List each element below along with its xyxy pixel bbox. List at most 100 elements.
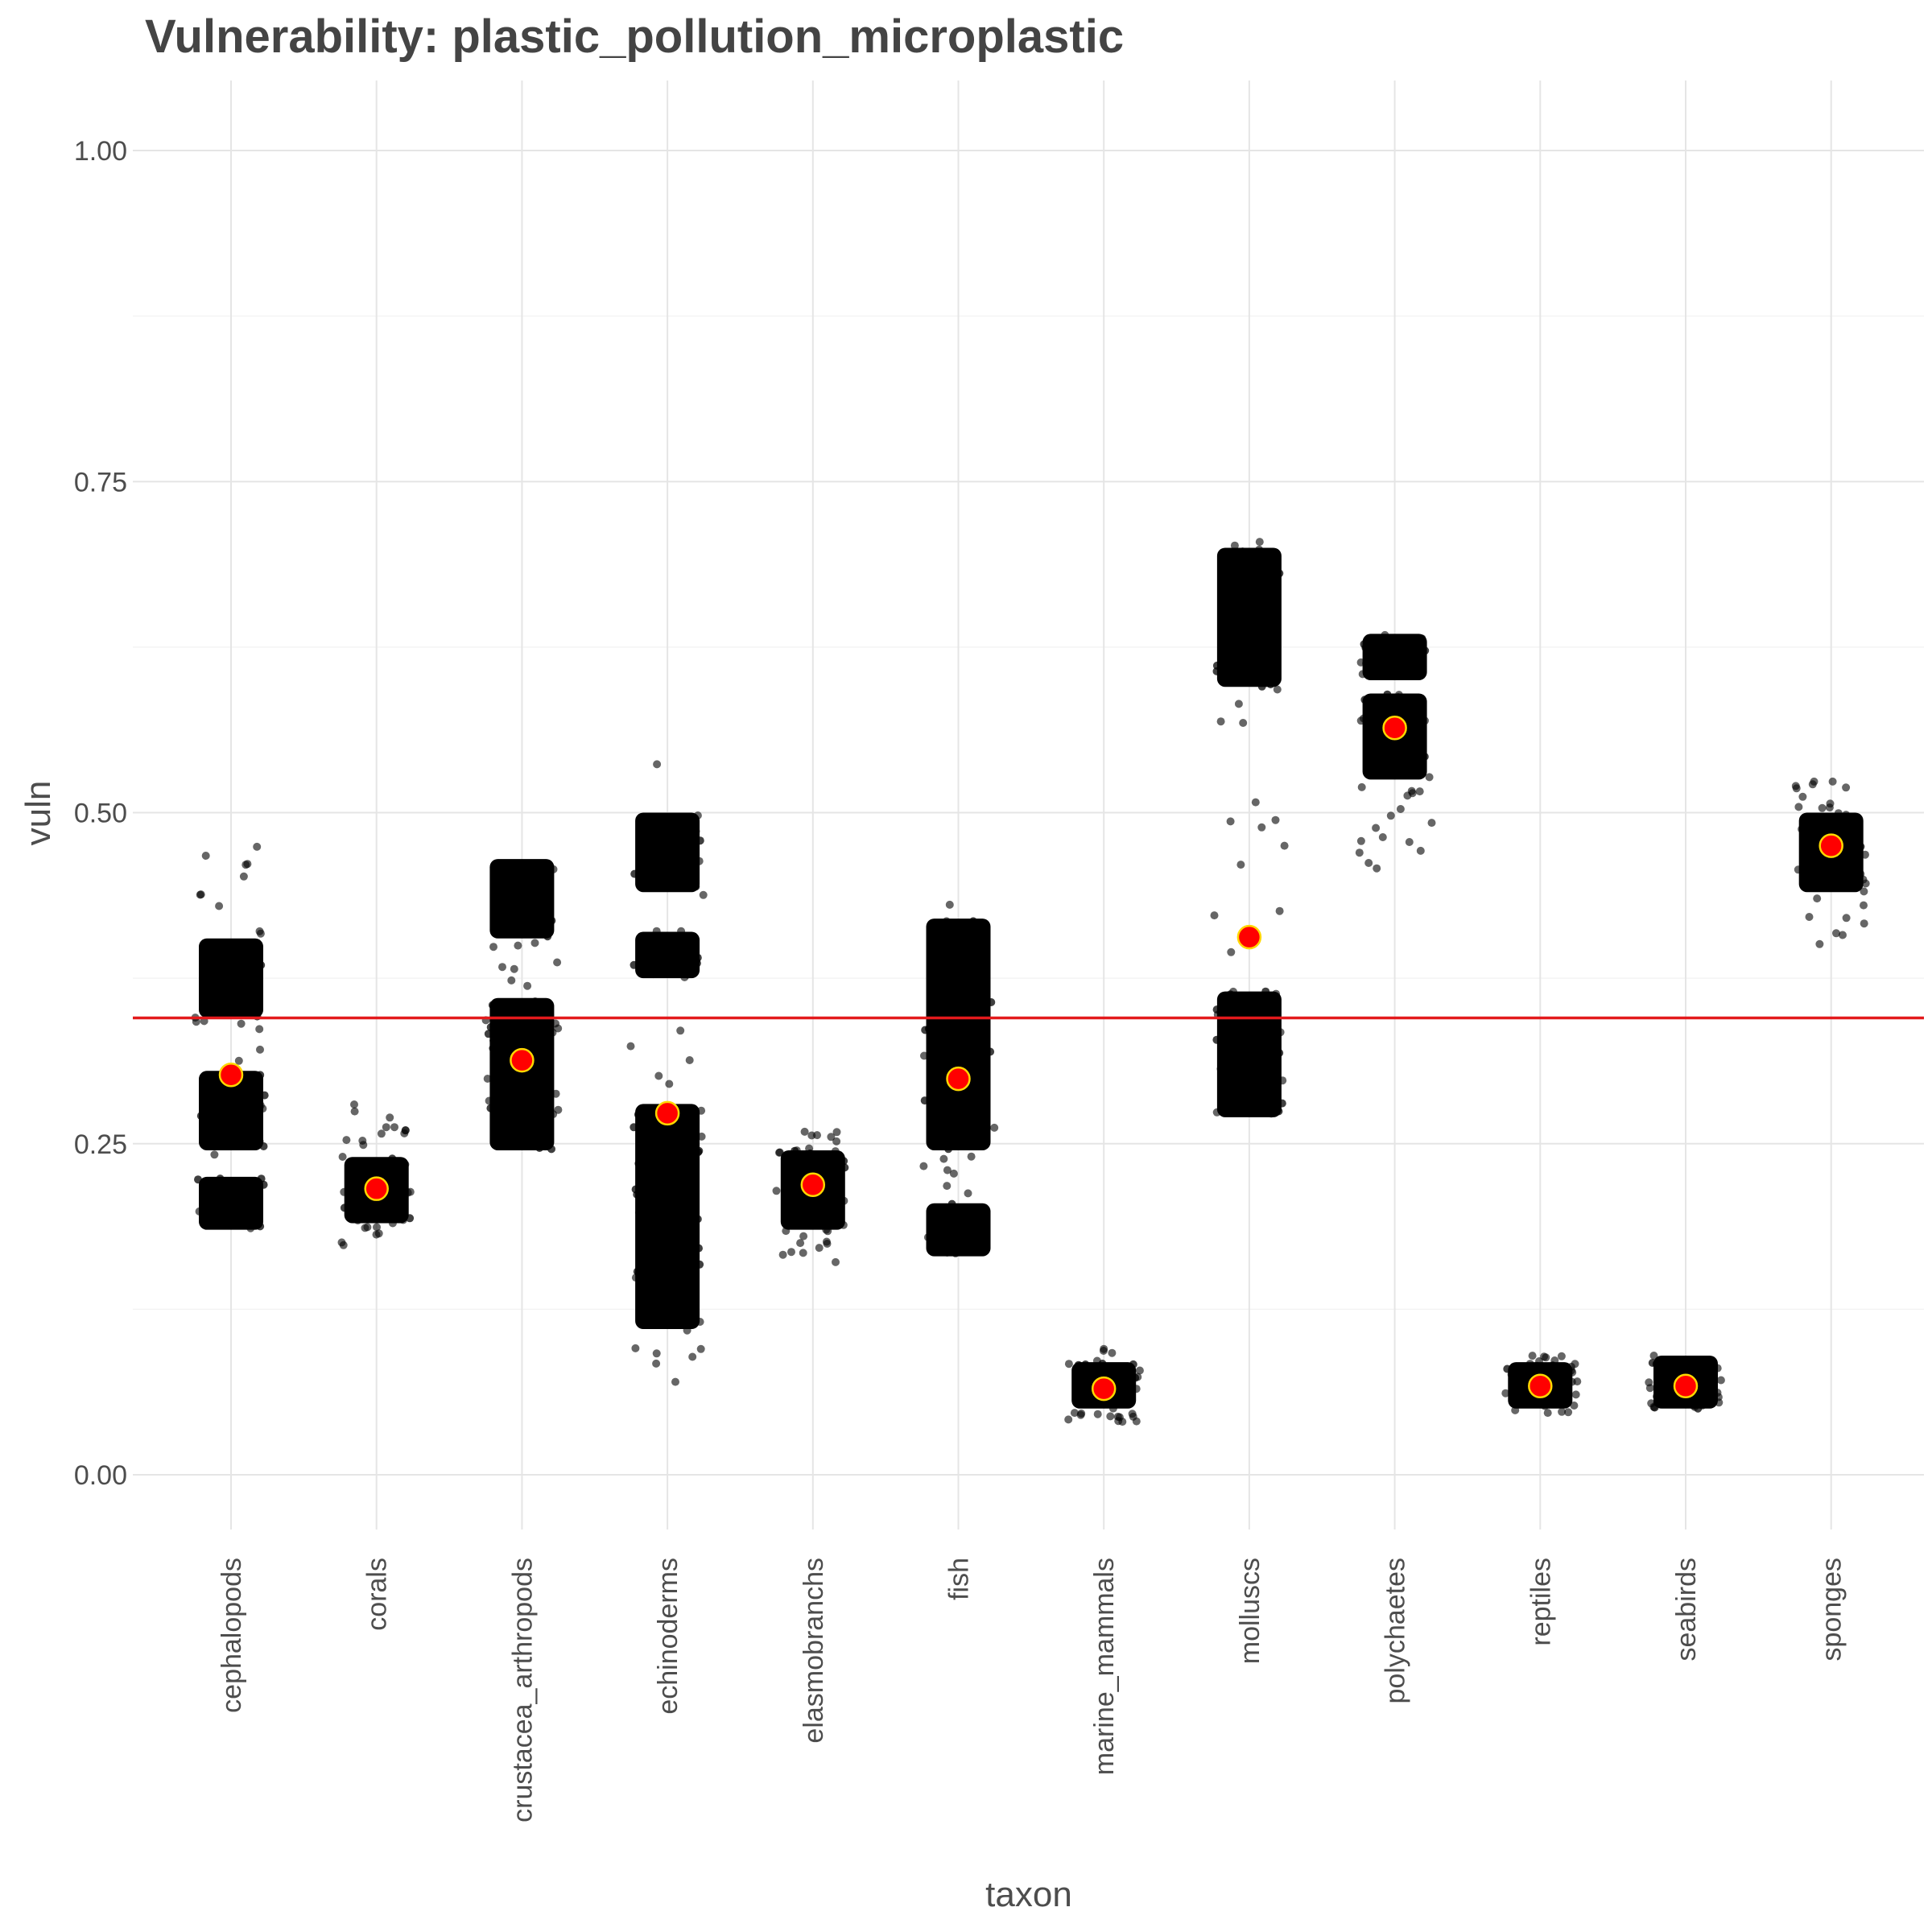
jitter-point <box>1367 652 1376 661</box>
jitter-point <box>1115 1398 1124 1406</box>
jitter-point <box>801 1208 810 1217</box>
jitter-point <box>827 1173 836 1181</box>
jitter-point <box>372 1230 381 1239</box>
jitter-point <box>1269 1097 1278 1106</box>
jitter-point <box>949 1090 958 1099</box>
jitter-point <box>353 1216 362 1224</box>
jitter-point <box>1360 696 1369 704</box>
jitter-point <box>1860 887 1868 896</box>
jitter-point <box>923 1233 932 1241</box>
jitter-point <box>788 1214 797 1223</box>
jitter-point <box>250 1088 259 1097</box>
jitter-point <box>1373 646 1381 654</box>
jitter-point <box>213 968 222 976</box>
jitter-point <box>1850 872 1859 881</box>
jitter-point <box>1386 811 1395 820</box>
jitter-point <box>695 1244 703 1253</box>
jitter-point <box>507 976 516 985</box>
jitter-point <box>496 866 505 875</box>
jitter-point <box>1860 919 1868 928</box>
jitter-point <box>257 1174 266 1183</box>
jitter-point <box>1410 658 1419 667</box>
jitter-point <box>1266 587 1275 596</box>
point-band <box>635 1104 700 1330</box>
jitter-point <box>783 1198 792 1207</box>
jitter-point <box>1261 987 1270 996</box>
jitter-point <box>1415 787 1424 796</box>
mean-point <box>218 1062 244 1088</box>
jitter-point <box>1813 894 1822 903</box>
jitter-point <box>637 865 645 873</box>
jitter-point <box>1671 1396 1679 1405</box>
jitter-point <box>647 936 656 945</box>
jitter-point <box>630 869 639 878</box>
jitter-point <box>1421 646 1430 655</box>
jitter-point <box>1218 587 1227 596</box>
jitter-point <box>651 1315 660 1324</box>
jitter-point <box>495 1034 504 1043</box>
jitter-point <box>200 1216 208 1225</box>
jitter-point <box>634 1110 642 1119</box>
jitter-point <box>220 957 229 966</box>
jitter-point <box>953 1233 962 1242</box>
jitter-point <box>1227 1001 1235 1010</box>
jitter-point <box>544 999 553 1008</box>
jitter-point <box>1276 1028 1285 1037</box>
jitter-point <box>1852 845 1860 854</box>
jitter-point <box>1257 682 1266 691</box>
jitter-point <box>1238 547 1247 556</box>
jitter-point <box>1384 706 1393 715</box>
jitter-point <box>369 1208 378 1216</box>
jitter-point <box>1257 1057 1265 1066</box>
jitter-point <box>1403 791 1412 800</box>
jitter-point <box>192 1018 200 1026</box>
jitter-point <box>232 940 241 949</box>
jitter-point <box>807 1159 815 1168</box>
jitter-point <box>224 1122 232 1131</box>
jitter-point <box>1843 836 1851 844</box>
jitter-point <box>543 867 551 876</box>
jitter-point <box>236 1205 245 1214</box>
jitter-point <box>968 1231 977 1240</box>
jitter-point <box>827 1133 836 1141</box>
jitter-point <box>1835 858 1843 867</box>
jitter-point <box>1125 1367 1133 1376</box>
jitter-point <box>1226 555 1235 564</box>
jitter-point <box>633 1267 642 1276</box>
jitter-point <box>515 1084 524 1092</box>
jitter-point <box>512 860 520 869</box>
jitter-point <box>388 1168 397 1177</box>
jitter-point <box>1236 1024 1245 1033</box>
jitter-point <box>694 1148 703 1157</box>
jitter-point <box>485 1096 493 1105</box>
jitter-point <box>670 883 679 892</box>
jitter-point <box>509 903 518 912</box>
jitter-point <box>687 1200 696 1208</box>
jitter-point <box>520 1006 529 1015</box>
jitter-point <box>350 1100 358 1108</box>
jitter-point <box>1356 716 1365 725</box>
jitter-point <box>1678 1359 1686 1368</box>
jitter-point <box>1269 1070 1278 1079</box>
jitter-point <box>1856 869 1865 878</box>
jitter-point <box>696 1260 704 1269</box>
jitter-point <box>934 1117 943 1125</box>
jitter-point <box>526 904 535 913</box>
jitter-point <box>1378 833 1387 841</box>
jitter-point <box>688 1352 697 1361</box>
jitter-point <box>248 1124 257 1133</box>
jitter-point <box>534 1063 543 1072</box>
jitter-point <box>1691 1363 1700 1372</box>
jitter-point <box>652 1349 661 1358</box>
jitter-point <box>939 1088 947 1097</box>
jitter-point <box>657 952 666 961</box>
jitter-point <box>1808 780 1817 789</box>
jitter-point <box>935 1026 944 1034</box>
jitter-point <box>1792 784 1801 793</box>
jitter-point <box>1839 931 1847 939</box>
jitter-point <box>1798 792 1807 801</box>
jitter-point <box>1520 1381 1529 1390</box>
jitter-point <box>943 1111 951 1120</box>
jitter-point <box>1249 642 1257 650</box>
jitter-point <box>1503 1364 1512 1373</box>
